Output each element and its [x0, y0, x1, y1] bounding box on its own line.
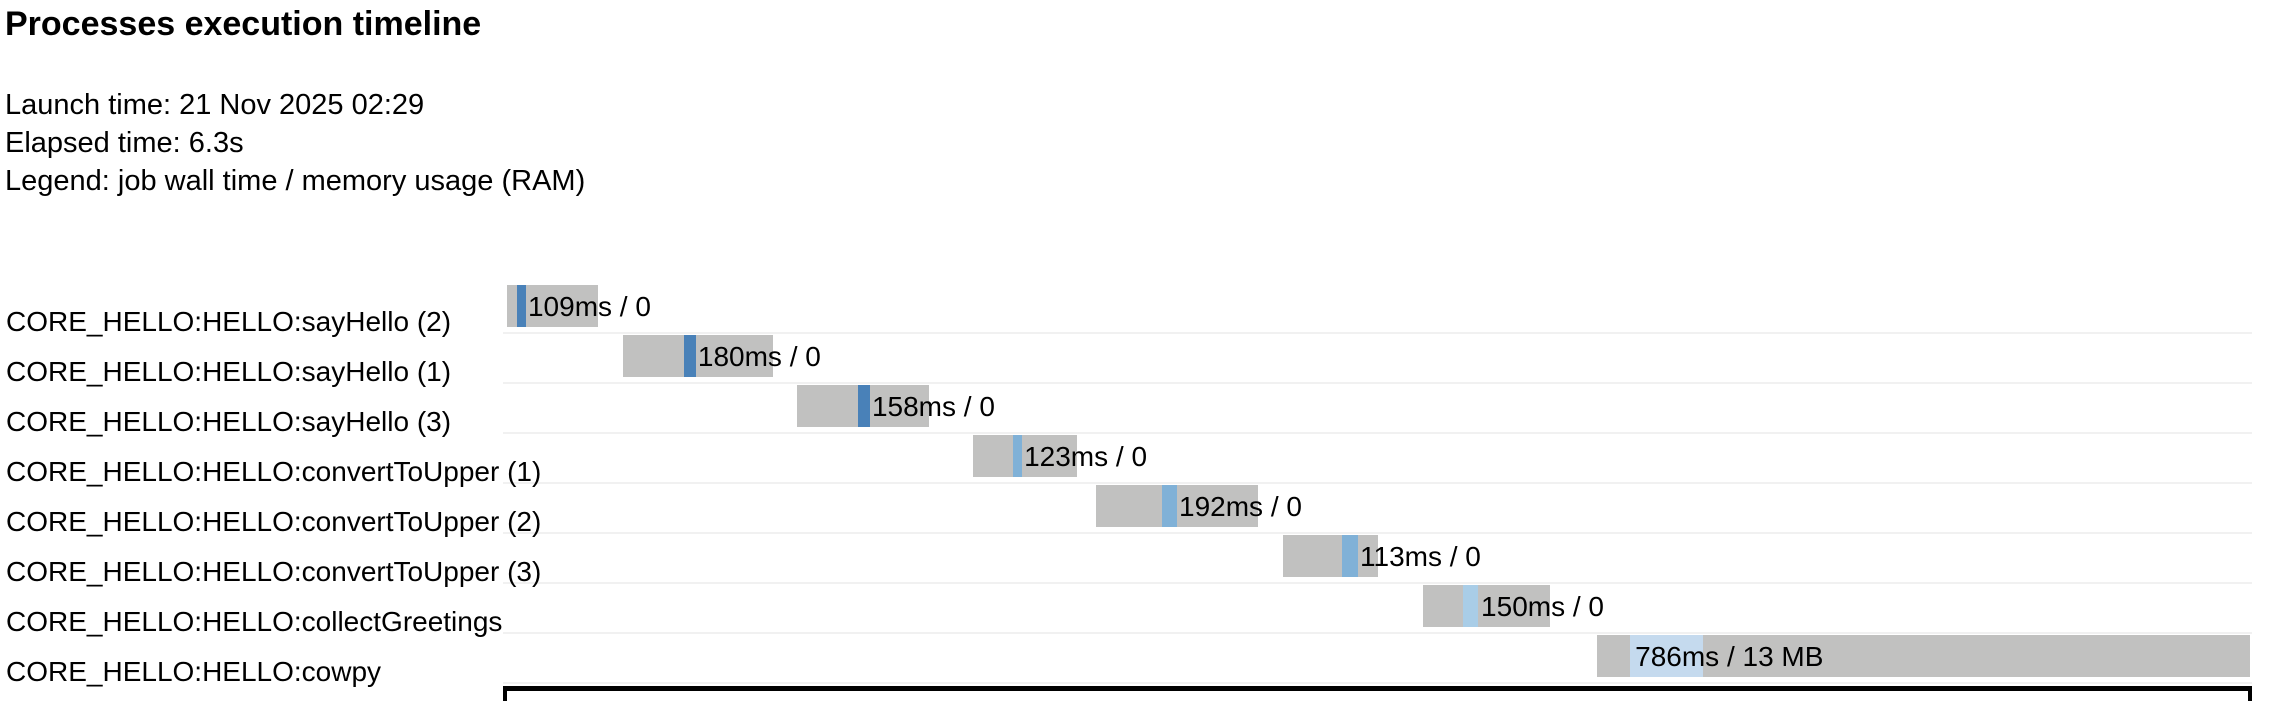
row-divider	[503, 532, 2252, 534]
legend-text: Legend: job wall time / memory usage (RA…	[5, 165, 586, 197]
task-value-label: 158ms / 0	[871, 391, 995, 422]
task-name-label: CORE_HELLO:HELLO:sayHello (3)	[6, 406, 452, 437]
task-run-segment	[683, 335, 696, 377]
task-value-label: 180ms / 0	[697, 341, 821, 372]
row-divider	[503, 482, 2252, 484]
task-name-label: CORE_HELLO:HELLO:sayHello (1)	[6, 356, 452, 387]
task-bar	[1423, 585, 1550, 627]
report-meta: Launch time: 21 Nov 2025 02:29 Elapsed t…	[5, 86, 585, 200]
task-value-label: 109ms / 0	[527, 291, 651, 322]
task-bar	[1597, 635, 2251, 677]
task-value-label: 150ms / 0	[1481, 591, 1604, 622]
truncated-bottom-box	[503, 686, 2252, 701]
task-value-label: 786ms / 13 MB	[1635, 641, 1824, 672]
task-bar	[796, 385, 930, 427]
row-divider	[503, 682, 2252, 684]
elapsed-time-text: Elapsed time: 6.3s	[5, 127, 244, 159]
row-divider	[503, 332, 2252, 334]
task-name-label: CORE_HELLO:HELLO:convertToUpper (1)	[6, 456, 542, 487]
task-bar	[506, 285, 598, 327]
task-name-label: CORE_HELLO:HELLO:cowpy	[6, 656, 382, 687]
task-name-label: CORE_HELLO:HELLO:convertToUpper (3)	[6, 556, 542, 587]
task-run-segment	[1012, 435, 1023, 477]
task-run-segment	[858, 385, 870, 427]
task-name-label: CORE_HELLO:HELLO:sayHello (2)	[6, 306, 452, 337]
row-divider	[503, 582, 2252, 584]
row-divider	[503, 432, 2252, 434]
task-run-segment	[1162, 485, 1178, 527]
row-divider	[503, 382, 2252, 384]
task-run-segment	[516, 285, 527, 327]
row-divider	[503, 632, 2252, 634]
task-bar	[1283, 535, 1379, 577]
task-run-segment	[1462, 585, 1478, 627]
page-title: Processes execution timeline	[5, 5, 482, 43]
task-name-label: CORE_HELLO:HELLO:collectGreetings	[6, 606, 503, 637]
launch-time-text: Launch time: 21 Nov 2025 02:29	[5, 89, 425, 121]
task-bar	[622, 335, 774, 377]
task-run-segment	[1630, 635, 1704, 677]
task-bar	[1095, 485, 1259, 527]
task-run-segment	[1341, 535, 1359, 577]
task-value-label: 192ms / 0	[1179, 491, 1302, 522]
task-value-label: 113ms / 0	[1360, 541, 1481, 572]
task-name-label: CORE_HELLO:HELLO:convertToUpper (2)	[6, 506, 542, 537]
task-value-label: 123ms / 0	[1024, 441, 1148, 472]
task-bar	[973, 435, 1078, 477]
